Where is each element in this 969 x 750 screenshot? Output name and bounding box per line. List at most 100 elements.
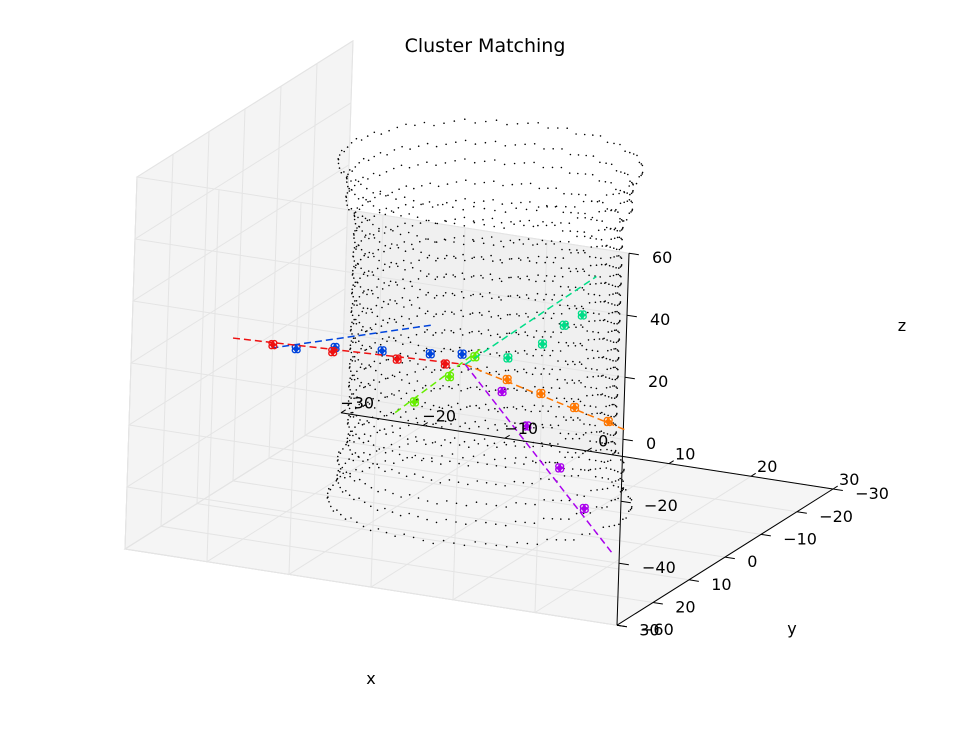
background-point: [468, 331, 471, 334]
background-point: [452, 331, 455, 334]
background-point: [599, 301, 602, 303]
background-point: [532, 354, 534, 357]
background-point: [417, 344, 420, 347]
background-point: [567, 345, 570, 347]
background-point: [336, 509, 338, 511]
background-point: [346, 441, 348, 444]
background-point: [623, 191, 626, 194]
background-point: [593, 338, 596, 341]
background-point: [615, 170, 618, 172]
background-point: [410, 304, 413, 306]
background-point: [468, 350, 470, 353]
background-point: [390, 228, 392, 231]
background-point: [336, 478, 338, 481]
background-point: [389, 280, 392, 283]
background-point: [388, 266, 391, 268]
background-point: [423, 420, 426, 423]
background-point: [561, 230, 564, 232]
background-point: [365, 312, 368, 314]
background-point: [548, 373, 551, 375]
background-point: [614, 480, 617, 482]
background-point: [591, 173, 594, 176]
background-point: [576, 270, 579, 273]
background-point: [585, 348, 588, 351]
background-point: [437, 204, 439, 206]
background-point: [612, 341, 615, 344]
background-point: [454, 257, 457, 259]
background-point: [382, 319, 384, 322]
background-point: [615, 267, 617, 269]
background-point: [480, 256, 483, 258]
background-point: [350, 351, 353, 354]
background-point: [611, 403, 614, 406]
background-point: [629, 193, 631, 196]
background-point: [603, 461, 606, 464]
background-point: [457, 481, 460, 484]
background-point: [567, 451, 569, 454]
background-point: [628, 185, 630, 187]
background-point: [505, 506, 508, 508]
background-point: [612, 366, 615, 369]
background-point: [440, 350, 443, 353]
background-point: [426, 329, 429, 331]
background-point: [496, 352, 498, 354]
background-point: [363, 404, 366, 407]
background-point: [367, 288, 370, 291]
background-point: [485, 503, 488, 505]
background-point: [365, 367, 367, 369]
background-point: [582, 307, 584, 310]
background-point: [445, 273, 448, 276]
background-point: [568, 518, 570, 520]
background-point: [384, 507, 386, 510]
background-point: [497, 410, 499, 413]
background-point: [326, 492, 329, 495]
background-point: [528, 260, 531, 262]
background-point: [635, 182, 638, 185]
background-point: [617, 358, 620, 360]
background-point: [357, 333, 360, 335]
background-point: [407, 355, 409, 357]
background-point: [422, 457, 425, 460]
background-point: [550, 445, 553, 448]
background-point: [482, 218, 484, 221]
background-point: [384, 451, 387, 454]
background-point: [590, 431, 593, 434]
background-point: [418, 259, 420, 262]
background-point: [576, 249, 578, 251]
background-point: [428, 201, 431, 203]
background-point: [620, 229, 623, 231]
background-point: [372, 274, 375, 276]
background-point: [562, 416, 565, 418]
background-point: [597, 229, 600, 232]
background-point: [435, 422, 437, 425]
background-point: [605, 405, 607, 408]
background-point: [618, 339, 620, 342]
background-point: [617, 211, 619, 213]
background-point: [552, 499, 554, 502]
series-1: [232, 337, 466, 369]
background-point: [358, 314, 360, 317]
background-point: [621, 479, 623, 481]
background-point: [565, 205, 567, 208]
background-point: [340, 149, 343, 152]
background-point: [453, 542, 455, 544]
background-point: [428, 254, 431, 257]
background-point: [568, 241, 570, 243]
background-point: [437, 257, 439, 260]
y-tick-label: 30: [639, 620, 659, 639]
background-point: [347, 404, 350, 407]
background-point: [422, 476, 424, 479]
background-point: [386, 154, 388, 156]
background-point: [352, 251, 355, 253]
background-point: [349, 344, 352, 347]
background-point: [385, 195, 387, 197]
background-point: [494, 407, 496, 410]
background-point: [609, 246, 611, 248]
background-point: [378, 230, 380, 232]
background-point: [544, 261, 546, 264]
background-point: [599, 276, 601, 278]
background-point: [354, 407, 357, 410]
background-point: [555, 205, 558, 208]
series-3: [464, 363, 626, 431]
background-point: [432, 404, 435, 407]
